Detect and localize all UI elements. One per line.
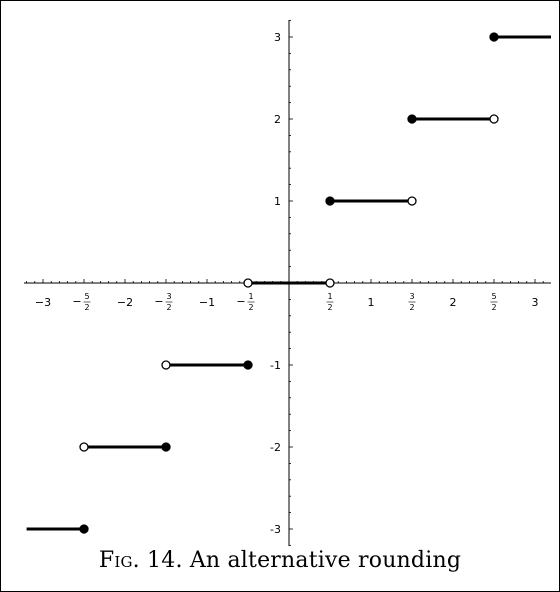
x-tick-label: 2 — [450, 296, 457, 309]
x-tick-label-denominator: 2 — [491, 303, 496, 312]
x-tick-label-numerator: 1 — [327, 292, 332, 301]
x-tick-label-numerator: 3 — [166, 292, 171, 301]
x-tick-label: 52 — [490, 292, 498, 312]
closed-endpoint — [325, 196, 335, 206]
x-tick-label-denominator: 2 — [248, 303, 253, 312]
y-tick-label: 2 — [274, 113, 281, 126]
x-tick-label: −1 2 — [236, 292, 255, 312]
x-tick-label-denominator: 2 — [409, 303, 414, 312]
open-endpoint — [489, 114, 499, 124]
x-tick-label: −3 — [35, 296, 51, 309]
x-tick-label: −3 2 — [154, 292, 173, 312]
figure-caption: Fig. 14. An alternative rounding — [0, 548, 560, 573]
x-tick-label-numerator: 5 — [491, 292, 496, 301]
figure-label: Fig. 14. — [98, 548, 183, 573]
x-tick-label-sign: − — [154, 295, 163, 308]
x-tick-label: 3 — [532, 296, 539, 309]
x-tick-label-numerator: 1 — [248, 292, 253, 301]
x-tick-label: 12 — [326, 292, 334, 312]
x-tick-label: 32 — [408, 292, 416, 312]
x-tick-label: −1 — [199, 296, 215, 309]
open-endpoint — [243, 278, 253, 288]
x-tick-label-denominator: 2 — [327, 303, 332, 312]
open-endpoint — [325, 278, 335, 288]
y-tick-label: -3 — [270, 523, 281, 536]
closed-endpoint — [407, 114, 417, 124]
y-tick-label: -1 — [270, 359, 281, 372]
x-tick-label: −2 — [117, 296, 133, 309]
y-tick-label: 1 — [274, 195, 281, 208]
x-tick-label-numerator: 3 — [409, 292, 414, 301]
endpoint-markers — [79, 32, 499, 534]
caption-text: An alternative rounding — [189, 548, 462, 573]
x-tick-label-numerator: 5 — [84, 292, 89, 301]
open-endpoint — [407, 196, 417, 206]
x-tick-label: 1 — [368, 296, 375, 309]
x-tick-label-denominator: 2 — [166, 303, 171, 312]
open-endpoint — [161, 360, 171, 370]
y-tick-label: 3 — [274, 31, 281, 44]
closed-endpoint — [161, 442, 171, 452]
closed-endpoint — [489, 32, 499, 42]
x-tick-label: −5 2 — [72, 292, 91, 312]
closed-endpoint — [79, 524, 89, 534]
y-tick-label: -2 — [270, 441, 281, 454]
open-endpoint — [79, 442, 89, 452]
x-tick-label-sign: − — [72, 295, 81, 308]
step-segments — [26, 35, 551, 531]
x-tick-label-sign: − — [236, 295, 245, 308]
x-tick-label-denominator: 2 — [84, 303, 89, 312]
closed-endpoint — [243, 360, 253, 370]
